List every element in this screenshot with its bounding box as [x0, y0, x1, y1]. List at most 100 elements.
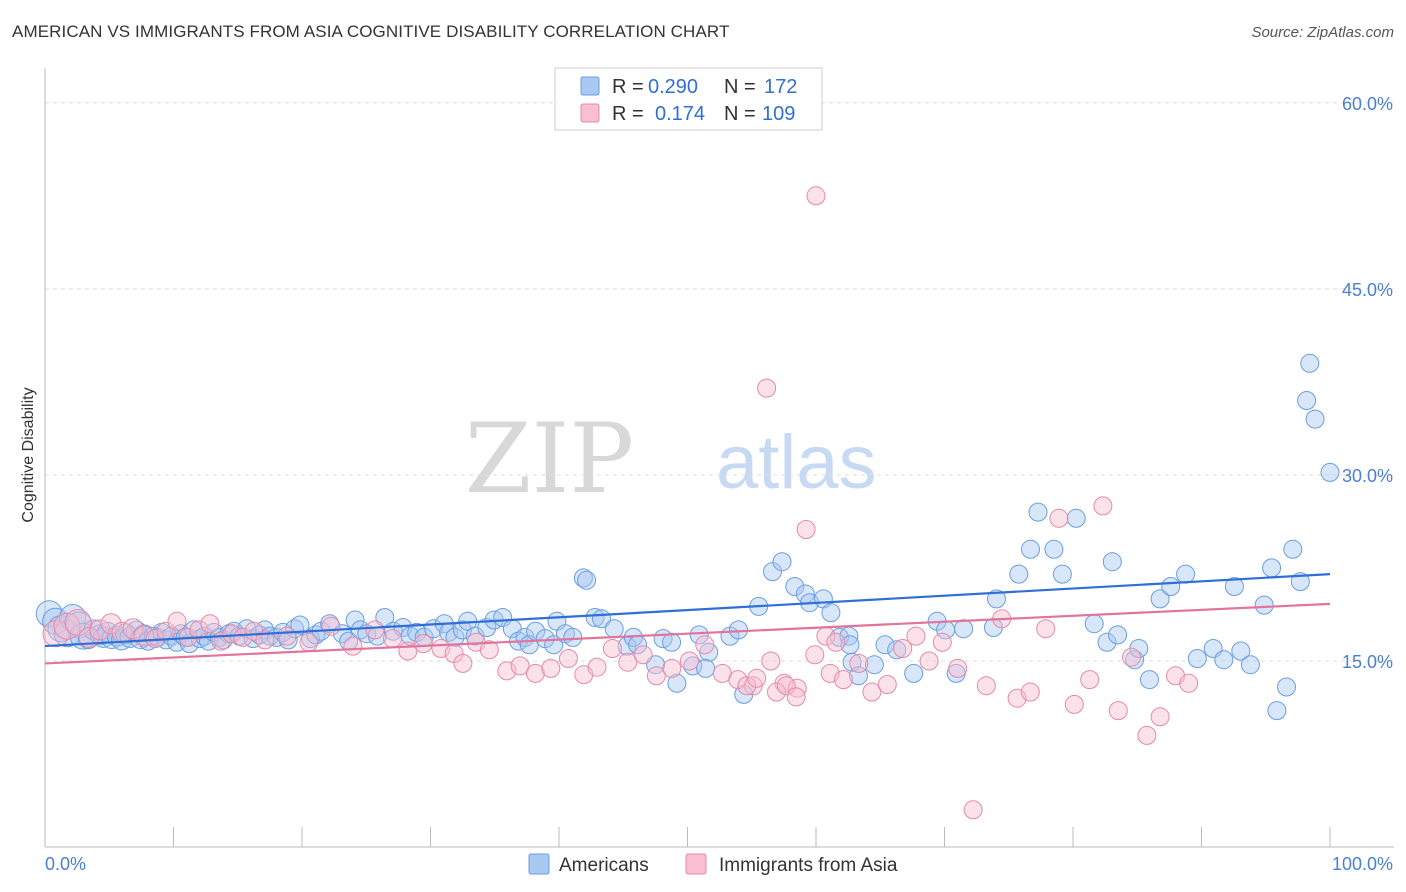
bottom-legend-swatch-americans	[528, 853, 550, 875]
americans-point	[1028, 502, 1048, 522]
x-tick-label: 0.0%	[45, 854, 86, 874]
legend-r-value-immigrants: 0.174	[655, 103, 705, 125]
immigrants-point	[1020, 682, 1040, 702]
immigrants-trend-line	[44, 602, 1331, 665]
legend-r-label-immigrants: R =	[612, 103, 644, 125]
immigrants-point	[321, 616, 341, 636]
legend-n-value-americans: 172	[764, 76, 797, 98]
immigrants-point	[877, 675, 897, 694]
bottom-legend-label-americans: Americans	[559, 855, 649, 876]
americans-point	[1262, 558, 1282, 578]
immigrants-point	[826, 632, 846, 652]
immigrants-point	[796, 520, 816, 539]
americans-point	[904, 663, 924, 683]
x-tick-labels: 0.0% 100.0%	[45, 854, 1393, 874]
legend-r-label-americans: R =	[612, 76, 644, 98]
immigrants-point	[222, 624, 242, 644]
immigrants-point	[383, 629, 402, 649]
immigrants-point	[233, 627, 253, 647]
americans-point	[1176, 564, 1196, 584]
americans-point	[1300, 353, 1320, 373]
americans-point	[604, 619, 624, 639]
immigrants-point	[633, 645, 653, 665]
legend-swatch-immigrants	[580, 103, 600, 123]
americans-point	[1320, 462, 1340, 482]
americans-point	[577, 570, 597, 590]
immigrants-point	[100, 613, 122, 635]
immigrants-point	[1108, 701, 1128, 721]
immigrants-point	[786, 687, 806, 707]
immigrants-point	[948, 658, 968, 678]
immigrants-point	[906, 626, 926, 646]
immigrants-point	[833, 670, 853, 690]
immigrants-point	[525, 663, 545, 683]
americans-point	[1214, 650, 1234, 670]
immigrants-point	[299, 632, 319, 652]
americans-point	[1102, 552, 1122, 572]
immigrants-point	[122, 618, 144, 640]
americans-point	[1021, 539, 1040, 559]
americans-point	[1254, 595, 1274, 615]
immigrants-point	[1049, 508, 1069, 528]
immigrants-point	[849, 653, 869, 673]
x-tick-label: 100.0%	[1332, 854, 1393, 874]
americans-point	[1097, 632, 1117, 652]
americans-point	[667, 673, 687, 693]
immigrants-point	[662, 658, 682, 678]
americans-point	[445, 627, 465, 647]
y-tick-label: 60.0%	[1342, 94, 1393, 114]
americans-point	[1125, 650, 1145, 670]
americans-point	[1297, 391, 1317, 410]
immigrants-point	[167, 611, 187, 631]
americans-point	[42, 607, 70, 635]
immigrants-point	[365, 620, 385, 640]
immigrants-point	[737, 676, 757, 696]
immigrants-point	[1036, 619, 1056, 639]
immigrants-point	[932, 632, 952, 652]
legend-n-value-immigrants: 109	[762, 103, 795, 125]
americans-point	[1187, 649, 1207, 668]
immigrants-point	[757, 378, 777, 398]
immigrants-point	[413, 634, 433, 654]
axes	[44, 68, 1394, 848]
legend-n-label-immigrants: N =	[724, 103, 756, 125]
immigrants-point	[646, 666, 666, 686]
immigrants-point	[200, 614, 220, 634]
americans-point	[785, 577, 805, 596]
immigrants-point	[1150, 707, 1170, 727]
americans-point	[1267, 701, 1287, 721]
americans-point	[763, 562, 782, 582]
immigrants-point	[1064, 694, 1084, 714]
americans-point	[729, 620, 748, 640]
bottom-legend-label-immigrants: Immigrants from Asia	[719, 855, 898, 876]
y-axis-label: Cognitive Disability	[20, 387, 37, 522]
bottom-legend-swatch-immigrants	[685, 853, 707, 875]
americans-point	[1277, 677, 1296, 697]
americans-point	[1066, 508, 1086, 528]
americans-point	[662, 632, 682, 652]
legend-n-label-americans: N =	[724, 76, 756, 98]
immigrants-point	[541, 658, 561, 678]
immigrants-point	[1093, 496, 1113, 516]
immigrants-point	[255, 630, 275, 650]
y-tick-labels: 15.0% 30.0% 45.0% 60.0%	[1342, 94, 1393, 672]
americans-point	[1305, 409, 1325, 429]
americans-point	[493, 608, 513, 627]
americans-point	[573, 568, 593, 588]
y-tick-label: 30.0%	[1342, 466, 1393, 486]
legend-r-value-americans: 0.290	[648, 76, 698, 98]
trend-lines	[44, 573, 1331, 665]
immigrants-point	[1080, 670, 1100, 690]
immigrants-point	[976, 676, 996, 696]
immigrants-point	[695, 635, 715, 655]
top-legend: R = 0.290 N = 172 R = 0.174 N = 109	[554, 67, 823, 131]
watermark-atlas: atlas	[716, 420, 877, 505]
americans-point	[585, 608, 605, 627]
americans-point	[1283, 539, 1303, 559]
americans-point	[954, 619, 974, 639]
immigrants-point	[453, 653, 473, 673]
immigrants-point	[618, 652, 638, 672]
immigrants-point	[805, 645, 825, 665]
americans-point	[864, 655, 884, 675]
